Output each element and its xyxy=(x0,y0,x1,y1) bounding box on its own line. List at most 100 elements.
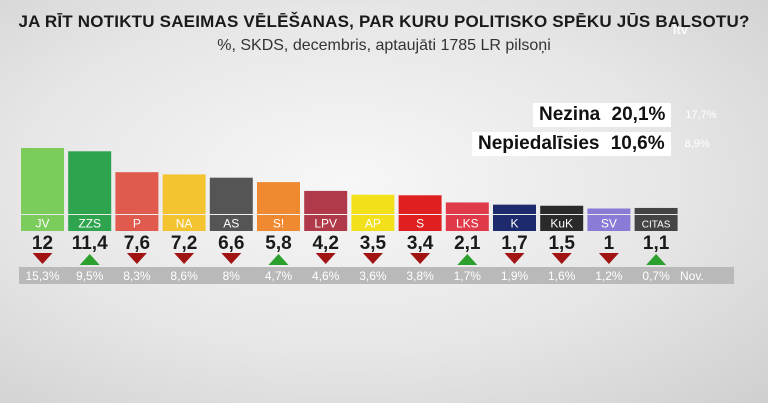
trend-up-icon xyxy=(79,254,100,265)
previous-value: 15,3% xyxy=(25,269,59,283)
category-label: LKS xyxy=(456,217,479,231)
brand-logo: ltv xyxy=(672,22,688,37)
category-tile-citas xyxy=(634,215,678,231)
category-label: ZZS xyxy=(78,217,101,231)
previous-value: 1,9% xyxy=(501,269,529,283)
extra-nepiedalisies-box: Nepiedalīsies 10,6% xyxy=(472,132,671,156)
category-tile-s xyxy=(398,215,442,231)
trend-down-icon xyxy=(551,253,572,264)
extra-nepiedalisies-prev: 8,9% xyxy=(684,138,710,150)
category-tile-na xyxy=(162,215,206,231)
chart-subtitle: %, SKDS, decembris, aptaujāti 1785 LR pi… xyxy=(217,37,551,54)
value-label: 3,4 xyxy=(407,233,434,254)
previous-value: 1,7% xyxy=(454,269,482,283)
category-tile-s! xyxy=(257,215,300,231)
category-tile-as xyxy=(209,215,253,231)
value-label: 11,4 xyxy=(72,233,108,254)
extra-nezina-prev: 17,7% xyxy=(685,109,717,121)
bar-sv xyxy=(587,208,631,214)
category-tile-zzs xyxy=(68,215,112,231)
bar-na xyxy=(162,174,206,214)
category-tile-jv xyxy=(21,215,64,231)
trend-down-icon xyxy=(410,253,431,264)
bar-ap xyxy=(351,194,395,214)
previous-value: 8% xyxy=(223,269,241,283)
bar-p xyxy=(115,172,159,214)
trend-down-icon xyxy=(221,253,242,264)
value-label: 1 xyxy=(604,233,615,254)
trend-down-icon xyxy=(174,253,195,264)
trend-up-icon xyxy=(646,254,667,265)
previous-value: 8,6% xyxy=(170,269,198,283)
bar-kuk xyxy=(540,205,584,214)
category-tile-lpv xyxy=(304,215,348,231)
category-label: K xyxy=(510,217,518,231)
category-label: CITAS xyxy=(642,220,671,231)
extra-nezina-label: Nezina xyxy=(539,104,601,125)
extra-nezina-box: Nezina 20,1% xyxy=(533,103,672,127)
extra-nezina-value: 20,1% xyxy=(611,104,666,125)
category-label: NA xyxy=(176,217,193,231)
value-label: 1,5 xyxy=(548,233,575,254)
trend-down-icon xyxy=(362,253,383,264)
category-label: JV xyxy=(35,217,49,231)
extra-nepiedalisies-value: 10,6% xyxy=(610,133,665,154)
previous-strip xyxy=(19,267,734,284)
trend-down-icon xyxy=(598,253,619,264)
trend-up-icon xyxy=(268,254,289,265)
category-label: P xyxy=(133,217,141,231)
previous-value: 1,2% xyxy=(595,269,623,283)
trend-down-icon xyxy=(315,253,336,264)
value-label: 2,1 xyxy=(454,233,481,254)
bar-citas xyxy=(634,207,678,214)
extra-nepiedalisies-label: Nepiedalīsies xyxy=(478,133,600,154)
previous-label: Nov. xyxy=(680,269,704,283)
value-label: 1,1 xyxy=(643,233,670,254)
previous-value: 3,8% xyxy=(406,269,434,283)
bar-k xyxy=(493,204,536,214)
category-tile-lks xyxy=(445,215,489,231)
value-label: 6,6 xyxy=(218,233,244,254)
bar-zzs xyxy=(68,151,112,214)
bar-s xyxy=(398,195,442,214)
category-label: S xyxy=(416,217,424,231)
previous-value: 3,6% xyxy=(359,269,387,283)
category-label: S! xyxy=(273,217,284,231)
value-label: 3,5 xyxy=(360,233,387,254)
trend-down-icon xyxy=(32,253,53,264)
previous-value: 9,5% xyxy=(76,269,104,283)
category-label: KuK xyxy=(550,217,573,231)
trend-down-icon xyxy=(504,253,525,264)
category-tile-ap xyxy=(351,215,395,231)
previous-value: 1,6% xyxy=(548,269,576,283)
bar-lpv xyxy=(304,190,348,214)
category-label: LPV xyxy=(314,217,337,231)
category-tile-sv xyxy=(587,215,631,231)
chart-title: JA RĪT NOTIKTU SAEIMAS VĒLĒŠANAS, PAR KU… xyxy=(18,12,750,31)
trend-up-icon xyxy=(457,254,478,265)
previous-value: 0,7% xyxy=(642,269,670,283)
previous-value: 4,7% xyxy=(265,269,293,283)
extra-nepiedalisies: Nepiedalīsies 10,6% 8,9% xyxy=(472,132,710,156)
value-label: 7,6 xyxy=(124,233,150,254)
value-label: 7,2 xyxy=(171,233,197,254)
bar-as xyxy=(209,177,253,214)
value-label: 12 xyxy=(32,233,53,254)
bar-s! xyxy=(257,182,300,214)
category-tile-kuk xyxy=(540,215,584,231)
previous-value: 8,3% xyxy=(123,269,151,283)
extra-nezina: Nezina 20,1% 17,7% xyxy=(533,103,717,127)
value-label: 1,7 xyxy=(501,233,527,254)
category-label: SV xyxy=(601,217,617,231)
value-label: 4,2 xyxy=(312,233,338,254)
trend-down-icon xyxy=(126,253,147,264)
previous-value: 4,6% xyxy=(312,269,340,283)
category-tile-k xyxy=(493,215,536,231)
bar-lks xyxy=(445,202,489,214)
bar-jv xyxy=(21,148,64,214)
value-label: 5,8 xyxy=(265,233,291,254)
category-label: AP xyxy=(365,217,381,231)
category-tile-p xyxy=(115,215,159,231)
category-label: AS xyxy=(223,217,239,231)
